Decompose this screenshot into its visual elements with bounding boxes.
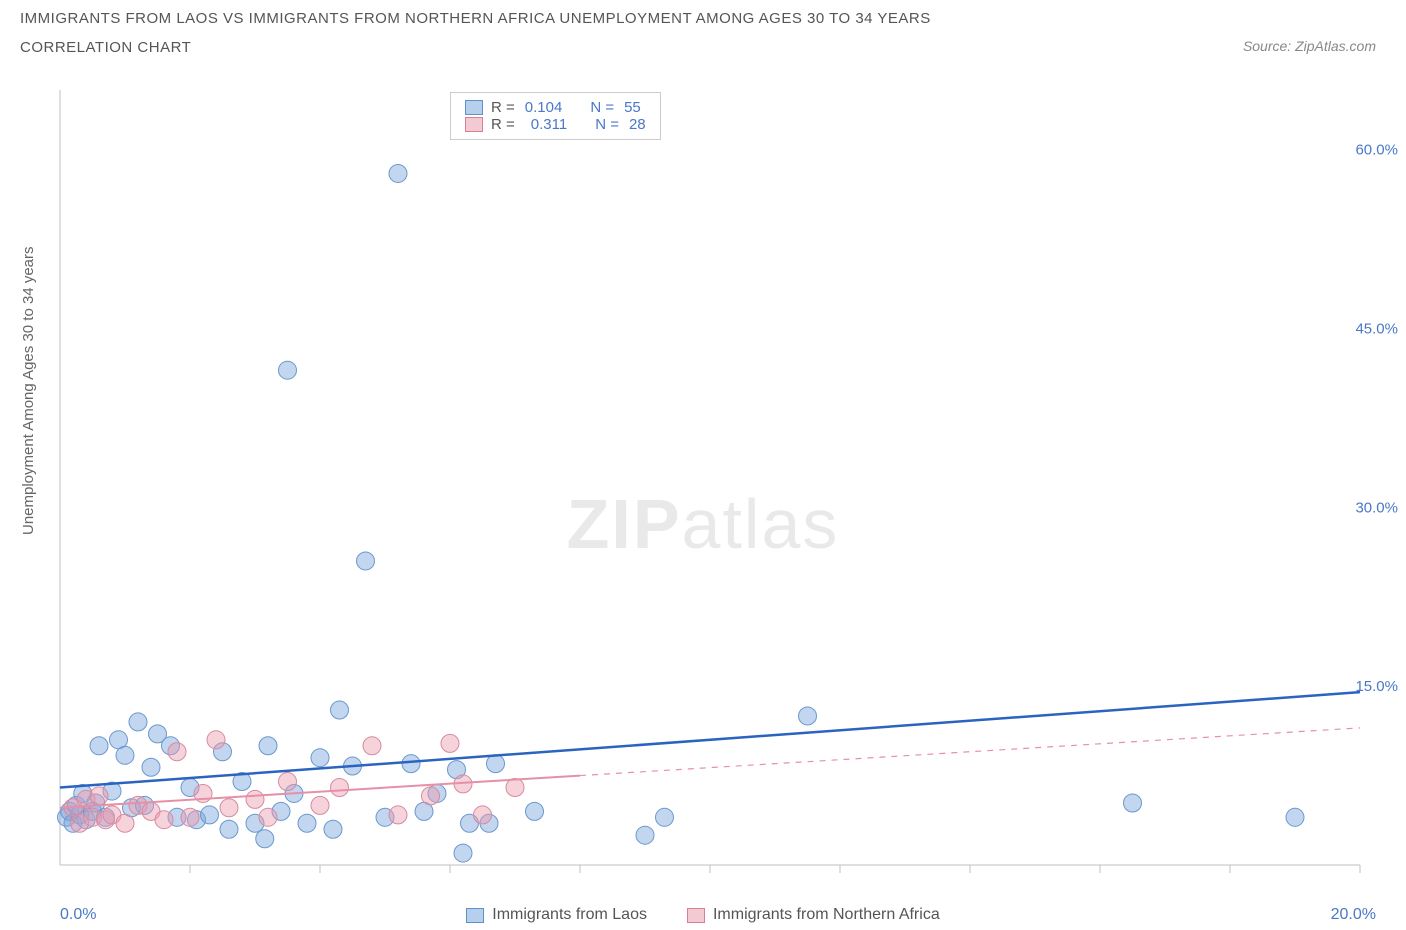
chart-container: Unemployment Among Ages 30 to 34 years Z… [0, 85, 1406, 930]
n-value-1: 55 [624, 99, 641, 116]
swatch-blue-icon [466, 908, 484, 923]
r-value-1: 0.104 [525, 99, 563, 116]
swatch-pink-icon [465, 117, 483, 132]
legend-item-laos: Immigrants from Laos [466, 906, 647, 924]
legend-bottom: Immigrants from Laos Immigrants from Nor… [0, 906, 1406, 924]
source-attribution: Source: ZipAtlas.com [1243, 38, 1376, 54]
scatter-plot: 15.0% 30.0% 45.0% 60.0% [0, 85, 1406, 895]
r-label-1: R = [491, 99, 515, 116]
legend-stats-row-2: R = 0.311 N = 28 [465, 116, 646, 133]
n-label-1: N = [590, 99, 614, 116]
title-line-2: CORRELATION CHART [20, 39, 931, 56]
n-label-2: N = [595, 116, 619, 133]
legend-nafrica-label: Immigrants from Northern Africa [713, 906, 940, 924]
chart-title: IMMIGRANTS FROM LAOS VS IMMIGRANTS FROM … [20, 10, 931, 56]
svg-text:30.0%: 30.0% [1355, 499, 1398, 516]
legend-item-nafrica: Immigrants from Northern Africa [687, 906, 940, 924]
swatch-blue-icon [465, 100, 483, 115]
svg-text:45.0%: 45.0% [1355, 320, 1398, 337]
title-line-1: IMMIGRANTS FROM LAOS VS IMMIGRANTS FROM … [20, 10, 931, 27]
legend-stats-row-1: R = 0.104 N = 55 [465, 99, 646, 116]
legend-stats: R = 0.104 N = 55 R = 0.311 N = 28 [450, 92, 661, 140]
y-axis-label: Unemployment Among Ages 30 to 34 years [20, 246, 37, 535]
swatch-pink-icon [687, 908, 705, 923]
r-value-2: 0.311 [531, 116, 567, 133]
svg-text:60.0%: 60.0% [1355, 142, 1398, 159]
legend-laos-label: Immigrants from Laos [492, 906, 647, 924]
r-label-2: R = [491, 116, 515, 133]
svg-text:15.0%: 15.0% [1355, 678, 1398, 695]
n-value-2: 28 [629, 116, 646, 133]
